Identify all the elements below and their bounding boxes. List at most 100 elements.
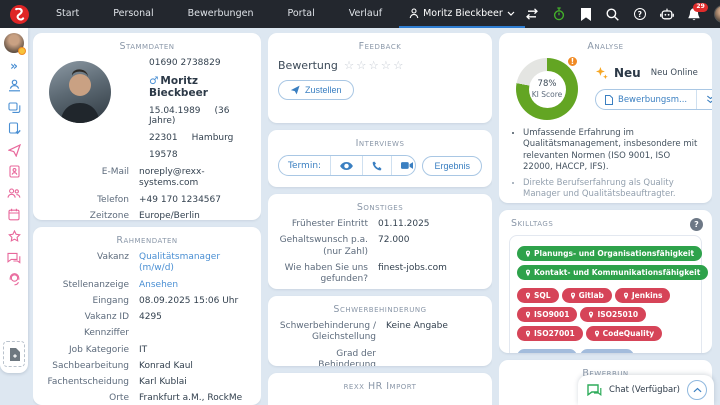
skilltag-missing[interactable]: Gitlab <box>561 288 612 303</box>
reference-value <box>139 328 251 339</box>
video-interview-icon[interactable] <box>392 156 415 175</box>
birthdate: 15.04.1989 <box>149 106 201 116</box>
nav-personal[interactable]: Personal <box>113 8 154 19</box>
main-nav: Start Personal Bewerbungen Portal Verlau… <box>39 0 399 28</box>
phone-value: +49 170 1234567 <box>139 194 221 205</box>
nav-portal[interactable]: Portal <box>287 8 315 19</box>
skilltag-matched[interactable]: Kontakt- und Kommunikationsfähigkeit <box>517 265 709 280</box>
deliver-button[interactable]: Zustellen <box>278 80 354 100</box>
pin-icon <box>589 311 594 318</box>
help-icon[interactable]: ? <box>633 7 647 21</box>
rating-stars[interactable]: ☆☆☆☆☆ <box>343 58 406 72</box>
termin-button[interactable]: Termin: <box>279 156 332 175</box>
field-label: Vakanz ID <box>84 312 129 322</box>
favorites-star-icon[interactable] <box>7 229 22 244</box>
field-label: Job Kategorie <box>68 344 129 355</box>
search-icon[interactable] <box>606 7 620 21</box>
sonstiges-card: Sonstiges Frühester Eintritt 01.11.2025 G… <box>268 194 492 289</box>
source-value: finest-jobs.com <box>378 262 447 273</box>
support-agent-icon[interactable] <box>7 272 22 287</box>
field-label: Telefon <box>97 194 129 205</box>
vacancy-link[interactable]: Qualitätsmanager (m/w/d) <box>139 252 221 274</box>
bookmark-icon[interactable] <box>579 7 593 21</box>
field-label: E-Mail <box>101 167 129 177</box>
timezone-value: Europe/Berlin <box>139 210 200 220</box>
expand-options-button[interactable] <box>697 90 712 109</box>
ki-score-label: KI Score <box>531 89 563 99</box>
skilltag-missing[interactable]: SQL <box>517 288 559 303</box>
candidate-name[interactable]: ♂ Moritz Bieckbeer <box>149 75 208 99</box>
email-value: noreply@rexx-systems.com <box>139 167 205 189</box>
skilltag-missing[interactable]: Jenkins <box>614 288 671 303</box>
gallery-icon[interactable] <box>7 100 22 115</box>
transfer-icon[interactable] <box>525 7 539 21</box>
active-candidate-name: Moritz Bieckbeer <box>423 7 503 19</box>
city: Hamburg <box>191 133 234 143</box>
case-handler-value: Konrad Kaul <box>139 360 193 371</box>
onsite-interview-icon[interactable] <box>331 156 364 175</box>
decision-maker-value: Karl Kublai <box>139 377 187 387</box>
pin-icon <box>525 353 531 354</box>
application-doc-split-button: Bewerbungsm... <box>595 89 712 110</box>
application-doc-button[interactable]: Bewerbungsm... <box>596 90 698 109</box>
field-label: Sachbearbeitung <box>52 360 129 371</box>
user-avatar[interactable] <box>713 5 720 23</box>
skilltags-help-icon[interactable]: ? <box>690 218 703 231</box>
schwerbehinderung-title: Schwerbehinderung <box>333 304 427 315</box>
skilltag-missing[interactable]: CodeQuality <box>585 326 663 341</box>
male-gender-icon: ♂ <box>149 75 159 87</box>
skilltag-missing[interactable]: ISO27001 <box>517 326 583 341</box>
document-icon <box>605 94 613 105</box>
analyse-title: Analyse <box>587 41 624 52</box>
candidate-photo[interactable] <box>49 61 111 123</box>
rahmendaten-card: Rahmendaten Vakanz Qualitätsmanager (m/w/… <box>33 227 261 405</box>
candidate-profile-icon[interactable] <box>7 78 22 93</box>
mobile-number: 01690 2738829 <box>149 58 221 68</box>
nav-start[interactable]: Start <box>56 8 80 19</box>
chat-widget[interactable]: Chat (Verfügbar) <box>578 375 714 405</box>
field-label: Zeitzone <box>89 210 129 220</box>
notification-count-badge: 29 <box>693 3 708 12</box>
candidate-avatar-small[interactable] <box>4 33 26 55</box>
expand-sidebar-icon[interactable]: » <box>10 58 18 73</box>
schwerbehinderung-card: Schwerbehinderung Schwerbehinderung / Gl… <box>268 296 492 366</box>
result-button[interactable]: Ergebnis <box>422 155 482 176</box>
status-badge <box>18 47 26 55</box>
stopwatch-icon[interactable] <box>552 7 566 21</box>
locations-value: Frankfurt a.M., RockMe Production SA <box>139 393 243 405</box>
nav-verlauf[interactable]: Verlauf <box>348 8 383 19</box>
notifications-bell-icon[interactable]: 29 <box>687 3 708 21</box>
field-label: Frühester Eintritt <box>291 219 368 229</box>
pin-icon <box>594 330 599 337</box>
chat-label: Chat (Verfügbar) <box>609 385 680 395</box>
contacts-icon[interactable] <box>7 186 22 201</box>
skilltag-candidate[interactable]: ISO 9001 <box>580 349 635 353</box>
top-navigation-bar: Start Personal Bewerbungen Portal Verlau… <box>0 0 720 28</box>
field-label: Fachentscheidung <box>47 377 129 387</box>
chat-icon <box>587 384 602 396</box>
add-document-dropzone[interactable] <box>3 341 25 367</box>
nav-bewerbungen[interactable]: Bewerbungen <box>187 8 254 19</box>
document-approve-icon[interactable] <box>7 121 22 136</box>
skilltag-matched[interactable]: Planungs- und Organisationsfähigkeit <box>517 246 703 261</box>
field-label: Grad der Behinderung <box>318 348 376 367</box>
chat-expand-button[interactable] <box>687 380 707 400</box>
messages-icon[interactable] <box>7 250 22 265</box>
job-ad-link[interactable]: Ansehen <box>139 279 179 290</box>
rexx-logo-icon[interactable] <box>10 4 29 24</box>
phone-interview-icon[interactable] <box>363 156 393 175</box>
pin-icon <box>525 292 531 299</box>
skilltag-missing[interactable]: ISO9001 <box>517 307 578 322</box>
send-icon[interactable] <box>7 143 22 158</box>
calendar-icon[interactable] <box>7 207 22 222</box>
stammdaten-title: Stammdaten <box>119 41 175 52</box>
assistant-robot-icon[interactable] <box>659 7 674 21</box>
skilltag-candidate[interactable]: Englisch <box>517 349 578 354</box>
active-candidate-tab[interactable]: Moritz Bieckbeer <box>399 0 525 28</box>
applicant-document-icon[interactable] <box>7 164 22 179</box>
hr-import-title: rexx HR Import <box>343 381 417 392</box>
termin-button-group: Termin: <box>278 155 417 176</box>
field-label: Eingang <box>92 295 129 306</box>
skilltag-missing[interactable]: ISO25010 <box>580 307 647 322</box>
score-alert-badge[interactable]: ! <box>566 55 579 68</box>
